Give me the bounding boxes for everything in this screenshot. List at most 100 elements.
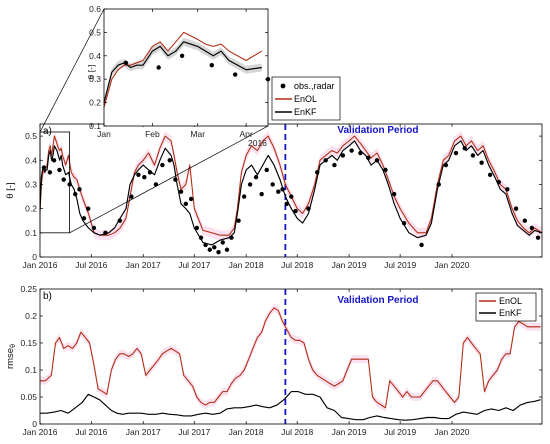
panel-a-obs-point <box>86 206 91 211</box>
panel-a-obs-point <box>183 201 189 206</box>
panel-b-ticks: 0 0.05 0.1 0.15 0.2 0.25 Jan 2016 Jul 2016 Jan 2… <box>20 284 542 437</box>
panel-a-obs-point <box>259 191 264 197</box>
legend-b-enkf-label: EnKF <box>499 308 522 318</box>
panel-a-ytick-label: 0.1 <box>25 228 37 238</box>
panel-a-obs-point <box>167 158 172 163</box>
legend-b-enol-label: EnOL <box>499 296 522 306</box>
panel-a-obs-point <box>264 167 269 173</box>
panel-a-obs-point <box>160 162 165 168</box>
panel-a-legend: obs.,radar EnOL EnKF <box>271 76 341 121</box>
panel-b-spread-band <box>40 303 541 412</box>
panel-b-ytick-label: 0.2 <box>25 311 37 321</box>
panel-a-obs-point <box>207 247 212 252</box>
panel-a-zoom-box <box>39 131 71 234</box>
panel-a-obs-point <box>374 158 380 163</box>
panel-b-enol-spread <box>40 303 541 412</box>
inset-xtick-label: Apr <box>240 129 253 139</box>
panel-a-zoom-lines <box>39 8 269 234</box>
panel-a-obs-point <box>178 189 184 194</box>
panel-a-obs-point <box>340 153 346 158</box>
panel-a-obs-point <box>253 175 259 180</box>
panel-b-xtick-label: Jul 2019 <box>384 427 416 437</box>
panel-a-enkf-line <box>39 140 543 246</box>
panel-a-obs-point <box>229 235 234 240</box>
inset-spread-band <box>104 37 262 107</box>
panel-a-obs-point <box>47 170 53 175</box>
panel-b-enkf-line <box>40 391 541 421</box>
panel-b-enol-line <box>40 307 541 409</box>
panel-a-obs-point <box>203 242 208 248</box>
panel-a-obs-point <box>198 235 204 240</box>
panel-a-obs-point <box>57 167 62 173</box>
panel-a-obs-point <box>142 175 147 180</box>
inset-xtick-label: Jan <box>97 129 111 139</box>
panel-a-series <box>39 135 543 246</box>
panel-a-obs-point <box>462 145 467 151</box>
panel-a-obs-point <box>216 249 221 255</box>
inset-obs-point <box>233 72 238 77</box>
inset-xtick-label: Mar <box>190 129 205 139</box>
panel-a-obs-point <box>522 218 527 223</box>
panel-a-obs-point <box>323 158 328 163</box>
panel-a-obs-point <box>436 182 441 187</box>
panel-a-obs-point <box>332 162 337 168</box>
panel-a-xtick-label: Jan 2017 <box>126 260 161 270</box>
inset-ticks: 0.1 0.2 0.3 0.4 0.5 0.6 Jan Feb Mar Apr <box>89 4 268 139</box>
panel-b-legend: EnOL EnKF <box>475 292 537 322</box>
inset-obs-point <box>179 53 185 58</box>
inset-xtick-label: Feb <box>145 129 160 139</box>
panel-a-ticks: 0 0.1 0.2 0.3 0.4 0.5 Jan 2016 Jul 2016 Jan 2017… <box>23 124 542 270</box>
panel-a-obs-point <box>247 182 253 187</box>
panel-a-ylabel: θ [-] <box>5 182 16 198</box>
panel-a-obs-point <box>358 150 363 156</box>
panel-b-axes-frame <box>39 288 543 425</box>
inset-ytick-label: 0.3 <box>89 74 101 84</box>
panel-a-obs-point <box>91 225 97 231</box>
panel-b-ytick-label: 0.05 <box>20 392 37 402</box>
panel-a-obs-point <box>224 247 230 252</box>
panel-a-letter: a) <box>43 126 52 137</box>
inset-observations <box>123 53 271 82</box>
panel-b-letter: b) <box>43 291 52 302</box>
panel-a-obs-point <box>306 206 311 211</box>
panel-a-obs-point <box>276 189 281 194</box>
panel-a-xtick-label: Jan 2018 <box>229 260 264 270</box>
inset-obs-point <box>156 65 161 70</box>
legend-obs-marker <box>280 83 286 89</box>
panel-a-xtick-label: Jul 2018 <box>281 260 313 270</box>
panel-a-obs-point <box>188 196 194 202</box>
panel-a-obs-point <box>366 155 371 161</box>
panel-a-obs-point <box>41 165 47 170</box>
panel-a-ytick-label: 0.3 <box>25 179 37 189</box>
panel-a-obs-point <box>220 240 225 245</box>
panel-b-ylabel-subscript: θ <box>10 344 17 348</box>
legend-enol-label: EnOL <box>294 94 317 104</box>
panel-a-obs-point <box>401 220 407 226</box>
panel-a-enol-line <box>39 135 543 236</box>
panel-a-obs-point <box>383 167 388 173</box>
panel-a-ytick-label: 0.5 <box>25 131 37 141</box>
panel-a-obs-point <box>236 218 241 223</box>
inset-ytick-label: 0.5 <box>89 27 101 37</box>
panel-a-obs-point <box>453 150 459 156</box>
panel-b-xtick-label: Jan 2016 <box>23 427 58 437</box>
panel-b-validation-label: Validation Period <box>337 295 418 306</box>
panel-b-ytick-label: 0.1 <box>25 365 37 375</box>
panel-a-obs-point <box>487 172 493 177</box>
inset-ytick-label: 0.6 <box>89 4 101 14</box>
panel-a-obs-point <box>496 179 502 185</box>
panel-a-ytick-label: 0.2 <box>25 204 37 214</box>
panel-a-obs-point <box>280 187 285 192</box>
panel-a-obs-point <box>129 194 134 199</box>
panel-a-obs-point <box>315 170 320 175</box>
panel-b-xtick-label: Jul 2017 <box>178 427 210 437</box>
panel-a-obs-point <box>77 187 82 192</box>
panel-a-obs-point <box>505 187 510 192</box>
panel-a-obs-point <box>51 158 57 163</box>
panel-a-observations <box>41 145 541 255</box>
panel-b-xtick-label: Jan 2019 <box>332 427 367 437</box>
inset-axes-frame <box>103 8 269 127</box>
inset-ytick-label: 0.2 <box>89 98 101 108</box>
panel-a-obs-point <box>173 177 178 182</box>
